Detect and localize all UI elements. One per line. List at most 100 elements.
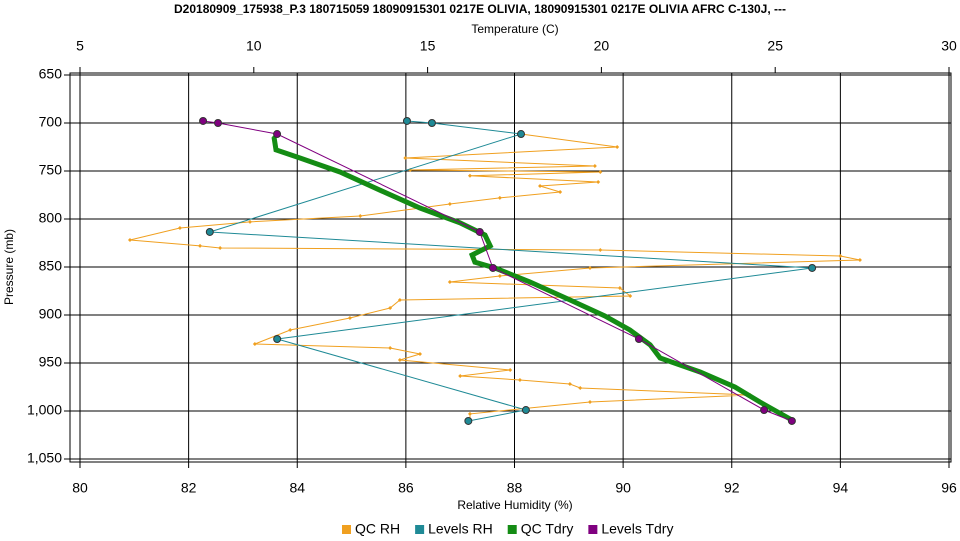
- y-tick-label: 900: [39, 306, 63, 322]
- x-tick-label: 86: [398, 480, 414, 496]
- data-point: [475, 227, 484, 236]
- x-tick-label: 92: [724, 480, 740, 496]
- data-point: [388, 346, 393, 351]
- data-point: [488, 263, 497, 272]
- x2-axis-label: Temperature (C): [471, 22, 558, 36]
- legend-swatch: [588, 525, 598, 534]
- y-tick-label: 1,050: [27, 450, 62, 466]
- legend-label: Levels RH: [428, 521, 493, 537]
- data-point: [567, 382, 572, 387]
- x2-tick-label: 30: [941, 38, 957, 54]
- y-tick-label: 950: [39, 354, 63, 370]
- data-point: [757, 399, 762, 404]
- y-tick-label: 650: [39, 66, 63, 82]
- data-point: [458, 373, 463, 378]
- series-line: [203, 120, 793, 422]
- x-tick-label: 88: [507, 480, 523, 496]
- data-point: [298, 156, 303, 161]
- legend-label: Levels Tdry: [601, 521, 673, 537]
- data-point: [467, 173, 472, 178]
- y-axis-label: Pressure (mb): [2, 229, 16, 305]
- series-line: [209, 120, 813, 422]
- data-point: [838, 253, 843, 258]
- data-point: [397, 298, 402, 303]
- chart-title: D20180909_175938_P.3 180715059 180909153…: [174, 2, 786, 16]
- data-point: [808, 263, 817, 272]
- legend-swatch: [415, 525, 425, 534]
- data-point: [617, 286, 622, 291]
- x-tick-label: 84: [289, 480, 305, 496]
- data-point: [592, 164, 597, 169]
- data-point: [488, 243, 493, 248]
- legend-label: QC RH: [355, 521, 400, 537]
- data-point: [517, 377, 522, 382]
- x-tick-label: 82: [181, 480, 197, 496]
- data-point: [288, 327, 293, 332]
- data-point: [628, 293, 633, 298]
- x-tick-label: 94: [833, 480, 849, 496]
- data-point: [177, 226, 182, 231]
- grid: [70, 73, 951, 462]
- data-point: [273, 335, 282, 343]
- data-point: [634, 335, 643, 343]
- data-point: [198, 243, 203, 248]
- data-point: [427, 119, 436, 127]
- data-point: [205, 227, 214, 236]
- data-point: [732, 385, 737, 389]
- data-point: [857, 257, 862, 262]
- data-point: [578, 385, 583, 390]
- data-point: [627, 327, 632, 332]
- data-point: [447, 279, 452, 284]
- data-point: [417, 351, 422, 356]
- x2-tick-label: 15: [420, 38, 436, 54]
- x-tick-label: 80: [72, 480, 88, 496]
- data-point: [252, 341, 257, 346]
- x2-tick-label: 25: [767, 38, 783, 54]
- data-point: [358, 214, 363, 219]
- data-point: [497, 195, 502, 200]
- series-line: [129, 133, 861, 421]
- y-tick-label: 750: [39, 162, 63, 178]
- data-point: [467, 411, 472, 416]
- data-point: [338, 169, 343, 174]
- data-point: [538, 183, 543, 188]
- data-point: [508, 368, 513, 373]
- y-tick-label: 700: [39, 114, 63, 130]
- data-point: [658, 356, 663, 361]
- data-point: [403, 156, 408, 161]
- data-point: [127, 238, 132, 243]
- data-point: [470, 253, 475, 257]
- y-tick-label: 800: [39, 210, 63, 226]
- x2-tick-label: 5: [76, 38, 84, 54]
- legend-swatch: [342, 525, 351, 534]
- data-point: [273, 130, 282, 139]
- data-point: [596, 180, 601, 185]
- y-tick-label: 850: [39, 258, 63, 274]
- data-point: [218, 245, 223, 250]
- data-point: [347, 315, 352, 320]
- data-point: [787, 416, 796, 425]
- data-point: [598, 248, 603, 253]
- data-point: [587, 399, 592, 404]
- x-tick-label: 96: [941, 480, 957, 496]
- data-point: [397, 358, 402, 363]
- data-point: [447, 202, 452, 207]
- data-point: [521, 406, 530, 415]
- data-point: [213, 119, 222, 127]
- x-axis-label: Relative Humidity (%): [457, 498, 572, 512]
- data-point: [598, 169, 603, 174]
- data-point: [558, 190, 563, 195]
- data-point: [388, 305, 393, 310]
- series-line: [271, 136, 794, 423]
- data-point: [247, 219, 252, 224]
- data-point: [517, 130, 526, 139]
- data-point: [199, 116, 208, 125]
- data-point: [497, 274, 502, 279]
- data-point: [274, 147, 279, 152]
- data-point: [464, 416, 473, 425]
- data-point: [528, 279, 533, 284]
- x2-tick-label: 10: [246, 38, 262, 54]
- data-point: [377, 188, 382, 193]
- y-tick-label: 1,000: [27, 402, 62, 418]
